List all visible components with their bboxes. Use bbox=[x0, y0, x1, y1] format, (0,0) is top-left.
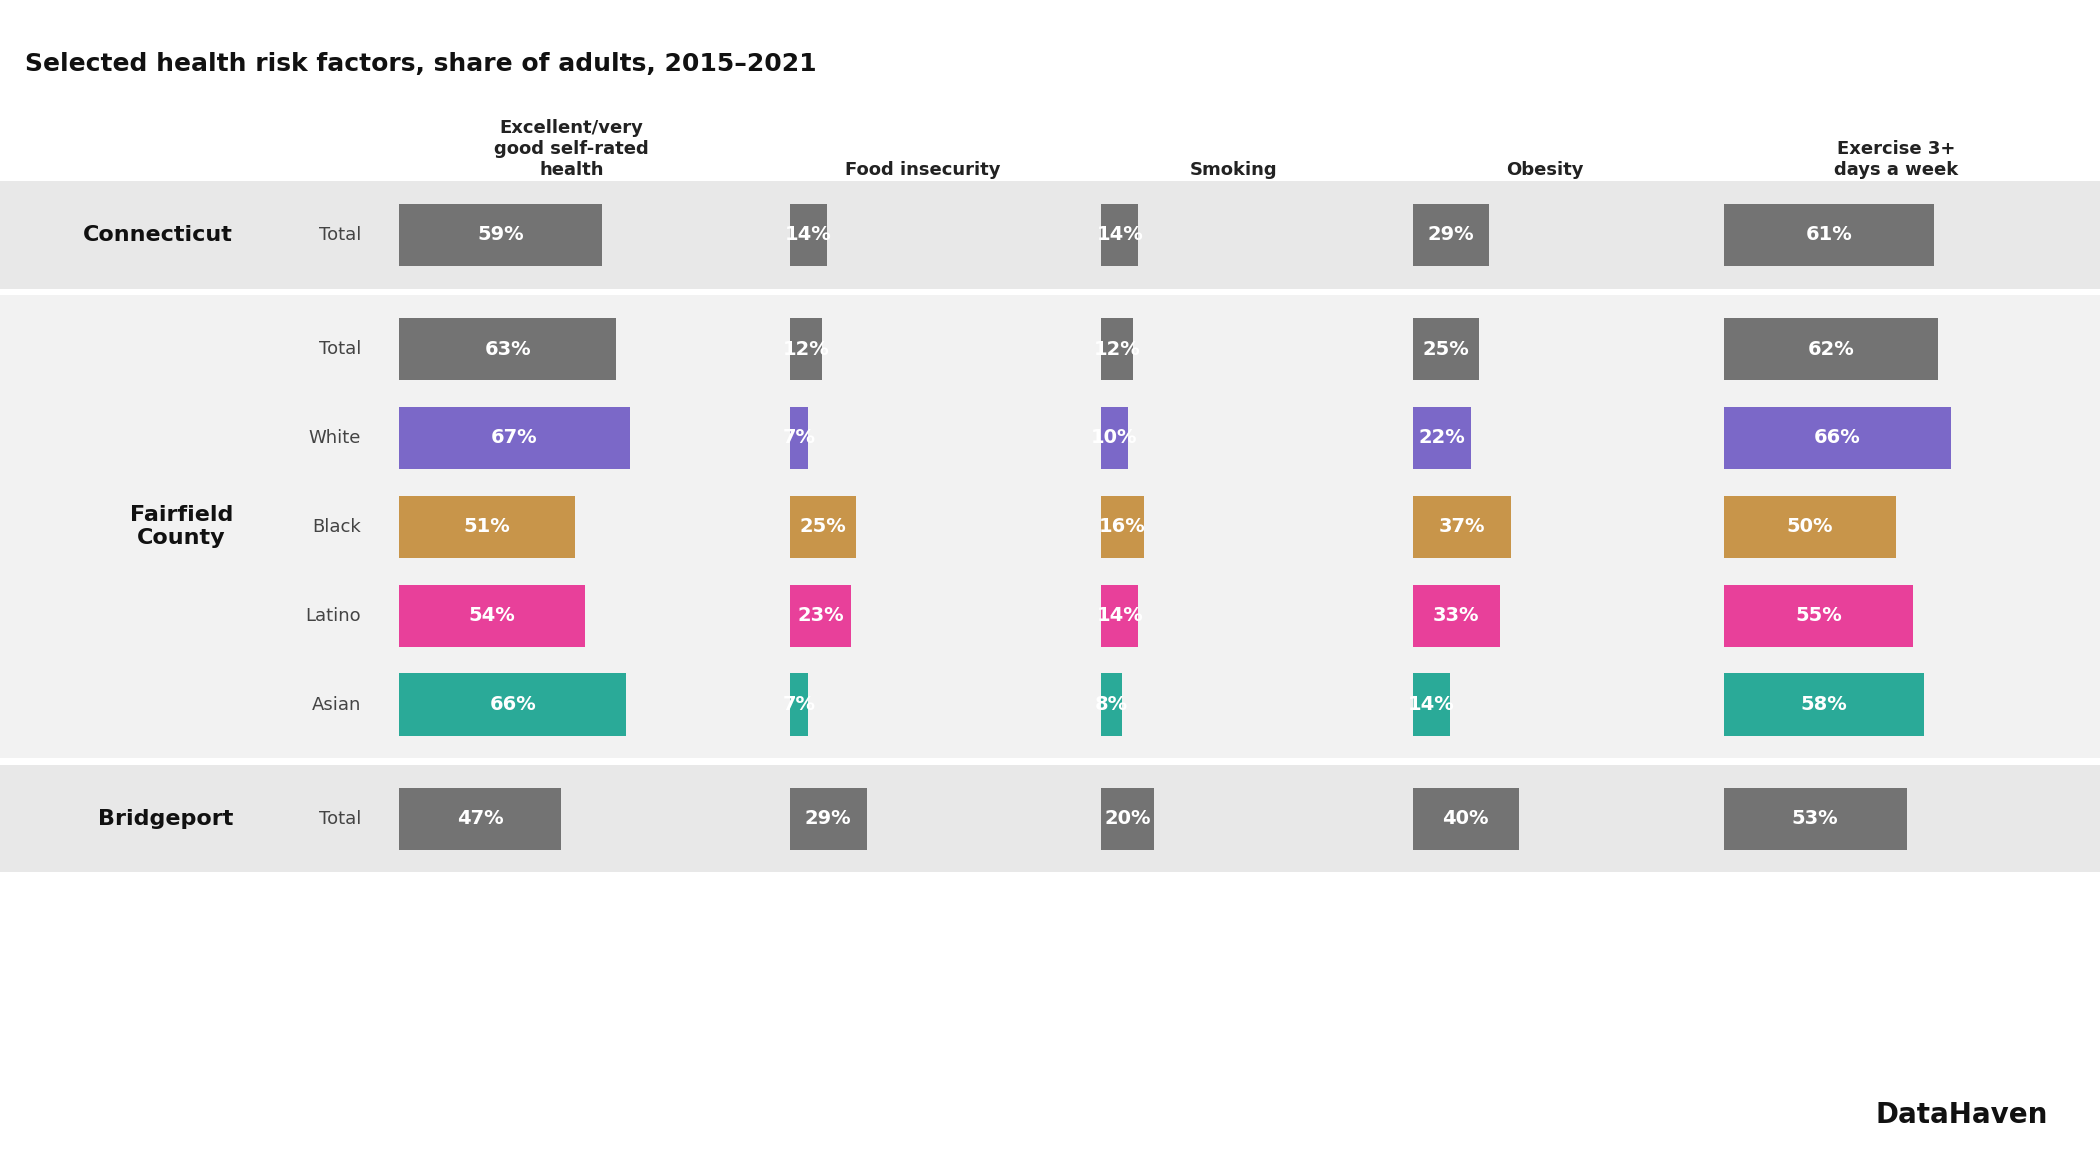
Text: 50%: 50% bbox=[1787, 517, 1833, 537]
Text: 63%: 63% bbox=[485, 339, 531, 359]
Text: 14%: 14% bbox=[785, 225, 832, 245]
Text: 54%: 54% bbox=[468, 606, 514, 625]
Text: Bridgeport: Bridgeport bbox=[99, 809, 233, 829]
Text: 29%: 29% bbox=[804, 809, 853, 829]
Text: 66%: 66% bbox=[489, 695, 536, 714]
Text: 55%: 55% bbox=[1796, 606, 1842, 625]
Text: 16%: 16% bbox=[1098, 517, 1147, 537]
Text: Black: Black bbox=[313, 518, 361, 535]
Text: 14%: 14% bbox=[1096, 606, 1142, 625]
Text: Total: Total bbox=[319, 340, 361, 358]
Text: 12%: 12% bbox=[783, 339, 830, 359]
Text: Latino: Latino bbox=[307, 607, 361, 624]
Text: Total: Total bbox=[319, 226, 361, 243]
Text: 58%: 58% bbox=[1800, 695, 1848, 714]
Text: 7%: 7% bbox=[783, 695, 815, 714]
Text: 8%: 8% bbox=[1096, 695, 1128, 714]
Text: 22%: 22% bbox=[1418, 428, 1466, 448]
Text: Connecticut: Connecticut bbox=[84, 225, 233, 245]
Text: 37%: 37% bbox=[1438, 517, 1485, 537]
Text: Selected health risk factors, share of adults, 2015–2021: Selected health risk factors, share of a… bbox=[25, 52, 817, 76]
Text: 59%: 59% bbox=[477, 225, 525, 245]
Text: Exercise 3+
days a week: Exercise 3+ days a week bbox=[1833, 140, 1959, 179]
Text: Obesity: Obesity bbox=[1506, 160, 1583, 179]
Text: 61%: 61% bbox=[1806, 225, 1852, 245]
Text: 25%: 25% bbox=[1422, 339, 1470, 359]
Text: 62%: 62% bbox=[1808, 339, 1854, 359]
Text: DataHaven: DataHaven bbox=[1875, 1101, 2048, 1129]
Text: Total: Total bbox=[319, 810, 361, 827]
Text: Food insecurity: Food insecurity bbox=[844, 160, 1000, 179]
Text: Smoking: Smoking bbox=[1191, 160, 1277, 179]
Text: Excellent/very
good self-rated
health: Excellent/very good self-rated health bbox=[494, 119, 649, 179]
Text: 12%: 12% bbox=[1094, 339, 1140, 359]
Text: 33%: 33% bbox=[1432, 606, 1480, 625]
Text: 53%: 53% bbox=[1791, 809, 1838, 829]
Text: 10%: 10% bbox=[1092, 428, 1138, 448]
Text: 7%: 7% bbox=[783, 428, 815, 448]
Text: 25%: 25% bbox=[800, 517, 846, 537]
Text: 47%: 47% bbox=[456, 809, 504, 829]
Text: 40%: 40% bbox=[1443, 809, 1489, 829]
Text: 51%: 51% bbox=[464, 517, 510, 537]
Text: Asian: Asian bbox=[311, 696, 361, 713]
Text: White: White bbox=[309, 429, 361, 447]
Text: 23%: 23% bbox=[798, 606, 844, 625]
Text: 14%: 14% bbox=[1096, 225, 1142, 245]
Text: 29%: 29% bbox=[1428, 225, 1474, 245]
Text: 14%: 14% bbox=[1407, 695, 1455, 714]
Text: Fairfield
County: Fairfield County bbox=[130, 505, 233, 548]
Text: 66%: 66% bbox=[1814, 428, 1861, 448]
Text: 20%: 20% bbox=[1105, 809, 1151, 829]
Text: 67%: 67% bbox=[491, 428, 538, 448]
